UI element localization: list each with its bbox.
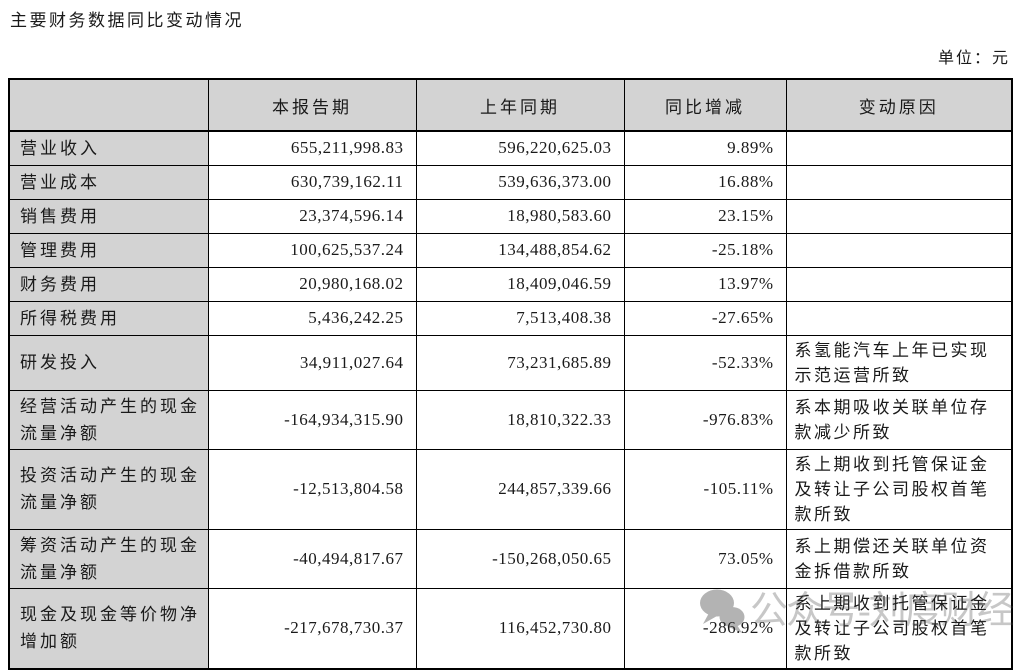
reason-cell xyxy=(785,300,1013,336)
reason-cell: 系本期吸收关联单位存款减少所致 xyxy=(785,389,1013,450)
current-period-cell: 23,374,596.14 xyxy=(207,198,417,234)
current-period-cell: 34,911,027.64 xyxy=(207,334,417,391)
yoy-change-cell: -52.33% xyxy=(623,334,787,391)
table-row: 现金及现金等价物净增加额 -217,678,730.37 116,452,730… xyxy=(8,587,1013,669)
yoy-change-cell: -27.65% xyxy=(623,300,787,336)
table-row: 营业成本 630,739,162.11 539,636,373.00 16.88… xyxy=(8,164,1013,200)
header-current-period: 本报告期 xyxy=(207,78,417,132)
current-period-cell: 655,211,998.83 xyxy=(207,130,417,166)
table-row: 销售费用 23,374,596.14 18,980,583.60 23.15% xyxy=(8,198,1013,234)
reason-cell xyxy=(785,266,1013,302)
current-period-cell: 5,436,242.25 xyxy=(207,300,417,336)
prior-period-cell: 134,488,854.62 xyxy=(415,232,625,268)
header-yoy-change: 同比增减 xyxy=(623,78,787,132)
prior-period-cell: 18,810,322.33 xyxy=(415,389,625,450)
prior-period-cell: 596,220,625.03 xyxy=(415,130,625,166)
reason-cell: 系上期收到托管保证金及转让子公司股权首笔款所致 xyxy=(785,448,1013,530)
table-row: 所得税费用 5,436,242.25 7,513,408.38 -27.65% xyxy=(8,300,1013,336)
prior-period-cell: 7,513,408.38 xyxy=(415,300,625,336)
reason-cell xyxy=(785,164,1013,200)
prior-period-cell: 244,857,339.66 xyxy=(415,448,625,530)
table-row: 营业收入 655,211,998.83 596,220,625.03 9.89% xyxy=(8,130,1013,166)
reason-cell xyxy=(785,232,1013,268)
prior-period-cell: 116,452,730.80 xyxy=(415,587,625,669)
reason-cell xyxy=(785,198,1013,234)
row-label-cell: 财务费用 xyxy=(8,266,209,302)
prior-period-cell: 18,980,583.60 xyxy=(415,198,625,234)
yoy-change-cell: 16.88% xyxy=(623,164,787,200)
financial-data-table: 本报告期 上年同期 同比增减 变动原因 营业收入 655,211,998.83 … xyxy=(8,78,1013,670)
reason-cell: 系上期偿还关联单位资金拆借款所致 xyxy=(785,528,1013,589)
row-label-cell: 筹资活动产生的现金流量净额 xyxy=(8,528,209,589)
prior-period-cell: 18,409,046.59 xyxy=(415,266,625,302)
yoy-change-cell: -976.83% xyxy=(623,389,787,450)
current-period-cell: 20,980,168.02 xyxy=(207,266,417,302)
page-title: 主要财务数据同比变动情况 xyxy=(10,11,244,30)
row-label-cell: 营业成本 xyxy=(8,164,209,200)
yoy-change-cell: 73.05% xyxy=(623,528,787,589)
header-prior-period: 上年同期 xyxy=(415,78,625,132)
yoy-change-cell: -286.92% xyxy=(623,587,787,669)
table-row: 投资活动产生的现金流量净额 -12,513,804.58 244,857,339… xyxy=(8,448,1013,530)
table-row: 管理费用 100,625,537.24 134,488,854.62 -25.1… xyxy=(8,232,1013,268)
row-label-cell: 经营活动产生的现金流量净额 xyxy=(8,389,209,450)
row-label-cell: 研发投入 xyxy=(8,334,209,391)
reason-cell xyxy=(785,130,1013,166)
table-row: 筹资活动产生的现金流量净额 -40,494,817.67 -150,268,05… xyxy=(8,528,1013,589)
yoy-change-cell: -25.18% xyxy=(623,232,787,268)
header-item xyxy=(8,78,209,132)
row-label-cell: 管理费用 xyxy=(8,232,209,268)
yoy-change-cell: -105.11% xyxy=(623,448,787,530)
prior-period-cell: 73,231,685.89 xyxy=(415,334,625,391)
yoy-change-cell: 13.97% xyxy=(623,266,787,302)
yoy-change-cell: 23.15% xyxy=(623,198,787,234)
row-label-cell: 现金及现金等价物净增加额 xyxy=(8,587,209,669)
table-row: 研发投入 34,911,027.64 73,231,685.89 -52.33%… xyxy=(8,334,1013,391)
current-period-cell: 630,739,162.11 xyxy=(207,164,417,200)
yoy-change-cell: 9.89% xyxy=(623,130,787,166)
current-period-cell: -40,494,817.67 xyxy=(207,528,417,589)
table-header-row: 本报告期 上年同期 同比增减 变动原因 xyxy=(8,78,1013,132)
current-period-cell: 100,625,537.24 xyxy=(207,232,417,268)
reason-cell: 系上期收到托管保证金及转让子公司股权首笔款所致 xyxy=(785,587,1013,669)
prior-period-cell: -150,268,050.65 xyxy=(415,528,625,589)
reason-cell: 系氢能汽车上年已实现示范运营所致 xyxy=(785,334,1013,391)
current-period-cell: -12,513,804.58 xyxy=(207,448,417,530)
row-label-cell: 营业收入 xyxy=(8,130,209,166)
prior-period-cell: 539,636,373.00 xyxy=(415,164,625,200)
current-period-cell: -164,934,315.90 xyxy=(207,389,417,450)
row-label-cell: 销售费用 xyxy=(8,198,209,234)
unit-label: 单位：元 xyxy=(937,50,1010,67)
current-period-cell: -217,678,730.37 xyxy=(207,587,417,669)
row-label-cell: 投资活动产生的现金流量净额 xyxy=(8,448,209,530)
header-change-reason: 变动原因 xyxy=(785,78,1013,132)
row-label-cell: 所得税费用 xyxy=(8,300,209,336)
table-row: 经营活动产生的现金流量净额 -164,934,315.90 18,810,322… xyxy=(8,389,1013,450)
table-row: 财务费用 20,980,168.02 18,409,046.59 13.97% xyxy=(8,266,1013,302)
